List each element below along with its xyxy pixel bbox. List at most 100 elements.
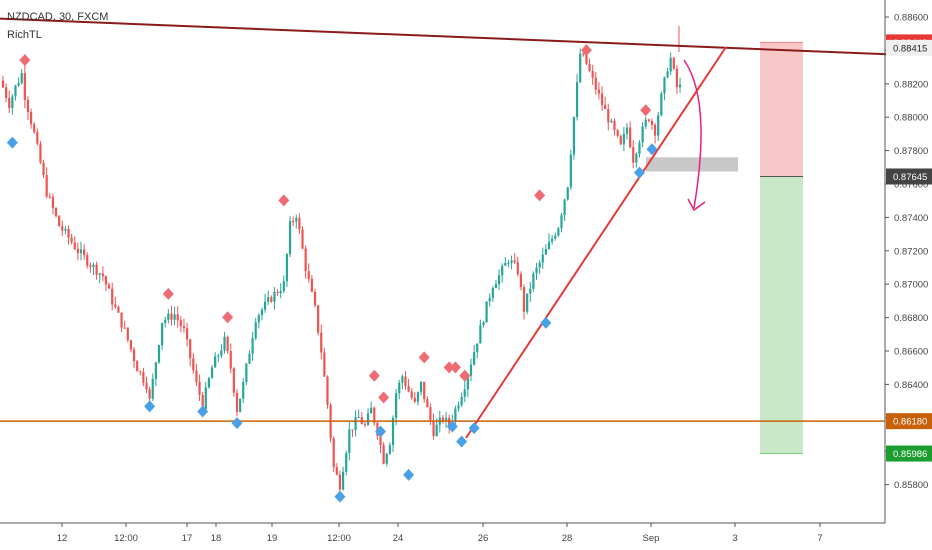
candle-body (485, 301, 488, 323)
candle-body (313, 291, 317, 306)
candle-body (391, 417, 395, 446)
y-tick-label: 0.88200 (894, 79, 928, 90)
candle-body (151, 378, 154, 399)
candle-body (429, 407, 432, 421)
candle-body (426, 399, 429, 408)
take-profit-zone (760, 176, 803, 454)
candle-body (535, 267, 538, 274)
candle-body (547, 241, 551, 249)
candle-body (407, 386, 410, 392)
candle-body (622, 133, 625, 145)
candle-body (597, 89, 601, 94)
candle-body (288, 221, 292, 255)
candle-body (379, 435, 382, 446)
pivot-high-marker (278, 194, 290, 207)
price-label-box (886, 445, 932, 462)
candle-body (120, 312, 123, 328)
candle-body (476, 343, 479, 353)
candle-body (33, 124, 36, 133)
y-tick-label: 0.87600 (894, 180, 928, 191)
candle-body (416, 392, 420, 402)
candle-body (395, 393, 398, 418)
candle-body (51, 196, 55, 209)
candle-body (557, 228, 560, 236)
candle-body (388, 445, 391, 454)
candle-body (625, 127, 629, 134)
candle-body (616, 129, 619, 136)
candle-body (604, 104, 607, 110)
candle-body (582, 53, 585, 55)
pivot-high-marker (162, 287, 174, 300)
candle-body (366, 413, 370, 425)
x-tick-label: Sep (643, 533, 660, 544)
candle-body (89, 265, 92, 268)
candle-body (526, 293, 529, 312)
x-tick-label: 24 (393, 533, 404, 544)
candle-body (494, 284, 498, 289)
consolidation-box (646, 157, 738, 172)
candle-body (98, 273, 101, 275)
candle-body (298, 217, 301, 230)
candle-body (348, 429, 351, 454)
candle-body (260, 309, 264, 316)
candle-body (644, 119, 647, 127)
candles-layer (1, 26, 682, 494)
candle-body (245, 363, 248, 382)
candle-body (142, 372, 145, 383)
candle-body (185, 328, 189, 340)
candle-body (107, 284, 111, 289)
candle-body (26, 99, 30, 113)
candle-body (653, 124, 657, 136)
candle-body (663, 77, 666, 94)
pivot-low-marker (468, 422, 480, 435)
candle-body (257, 315, 260, 323)
candle-body (235, 392, 239, 412)
candle-body (516, 262, 519, 275)
candle-body (669, 57, 672, 72)
candle-body (42, 162, 45, 176)
candle-body (229, 351, 232, 369)
candle-body (179, 320, 182, 327)
projection-arrowhead (687, 198, 706, 212)
candle-body (382, 445, 385, 464)
y-tick-label: 0.88600 (894, 13, 928, 24)
candle-body (210, 367, 214, 379)
candle-body (488, 298, 491, 302)
candle-body (29, 112, 33, 125)
candle-body (432, 420, 435, 437)
pivot-low-marker (646, 143, 658, 156)
candle-body (401, 376, 404, 383)
candle-body (672, 57, 675, 69)
candle-body (117, 306, 120, 313)
candle-body (560, 215, 563, 229)
pivot-high-marker (418, 351, 430, 364)
y-tick-label: 0.85800 (894, 480, 928, 491)
candle-body (101, 273, 104, 277)
candle-body (285, 254, 289, 282)
candle-body (254, 322, 257, 339)
candle-body (341, 471, 345, 490)
pivot-high-marker (459, 369, 471, 382)
x-tick-label: 12:00 (114, 533, 138, 544)
candle-body (332, 438, 335, 468)
candle-body (92, 264, 95, 268)
candle-body (448, 417, 451, 428)
candle-body (497, 275, 501, 285)
candle-body (173, 314, 176, 320)
candle-body (569, 154, 572, 188)
candle-body (148, 389, 151, 399)
candle-body (270, 297, 273, 302)
pivot-high-marker (368, 369, 380, 382)
candle-body (338, 474, 342, 490)
candle-body (36, 132, 39, 144)
candle-body (463, 389, 466, 397)
pivot-low-marker (375, 425, 387, 438)
candle-body (248, 353, 251, 364)
candle-body (491, 288, 494, 299)
x-tick-label: 3 (732, 533, 737, 544)
candle-body (232, 368, 235, 393)
candle-body (83, 249, 86, 256)
candle-body (58, 215, 61, 227)
candle-body (192, 358, 195, 371)
